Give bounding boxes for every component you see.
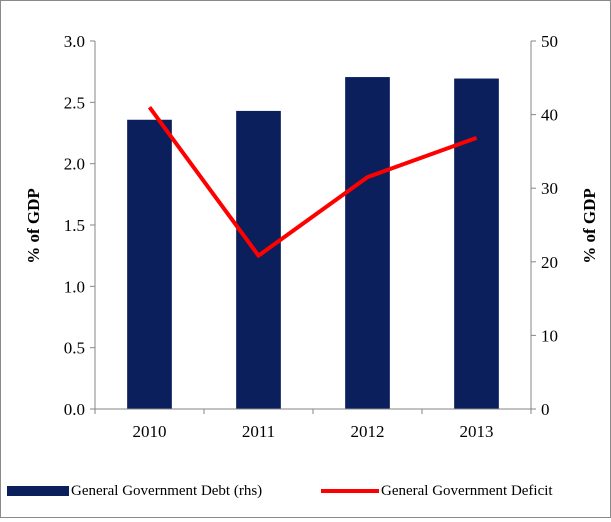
x-tick-label: 2013: [460, 422, 494, 441]
x-tick-label: 2010: [133, 422, 167, 441]
bar-debt: [236, 110, 281, 410]
y-axis-title-right: % of GDP: [580, 188, 599, 264]
legend-label-deficit: General Government Deficit: [381, 483, 553, 499]
bar-debt: [454, 78, 499, 409]
y-tick-label-left: 2.0: [64, 155, 85, 174]
line-deficit: [147, 106, 478, 258]
y-tick-label-right: 10: [541, 326, 558, 345]
y-tick-label-left: 3.0: [64, 32, 85, 51]
y-tick-label-left: 2.5: [64, 93, 85, 112]
y-tick-label-right: 0: [541, 400, 550, 419]
bar-debt: [345, 77, 390, 410]
y-tick-label-right: 20: [541, 253, 558, 272]
tick-labels: 0.0 0.5 1.0 1.5 2.0 2.5 3.0 0 10 20 30 40 50 2010 2011…: [64, 32, 558, 441]
axes: [90, 40, 536, 414]
y-tick-label-left: 0.0: [64, 400, 85, 419]
line-series: [147, 106, 478, 258]
y-tick-label-left: 1.5: [64, 216, 85, 235]
x-tick-label: 2012: [351, 422, 385, 441]
bar-debt: [127, 119, 172, 409]
y-tick-label-right: 40: [541, 106, 558, 125]
bar-series: [127, 77, 499, 410]
y-axis-title-left: % of GDP: [24, 188, 43, 264]
legend: General Government Debt (rhs) General Go…: [7, 483, 553, 499]
y-tick-label-right: 50: [541, 32, 558, 51]
x-tick-label: 2011: [242, 422, 275, 441]
y-tick-label-left: 0.5: [64, 339, 85, 358]
y-tick-label-left: 1.0: [64, 277, 85, 296]
y-tick-label-right: 30: [541, 179, 558, 198]
legend-swatch-debt: [7, 486, 69, 496]
legend-label-debt: General Government Debt (rhs): [71, 483, 262, 499]
